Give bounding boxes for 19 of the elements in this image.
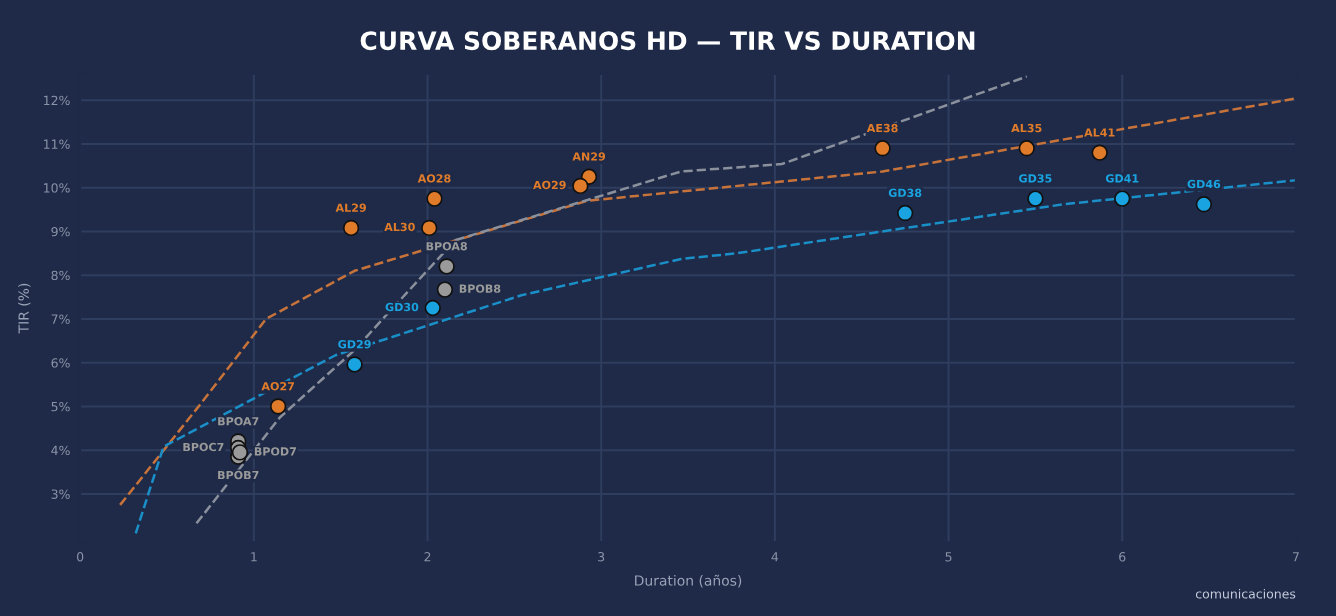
point: [896, 204, 914, 222]
point: [436, 281, 454, 298]
point: [874, 140, 891, 157]
point: [572, 177, 589, 195]
point: [421, 219, 438, 237]
point: [424, 299, 441, 317]
point: [426, 190, 443, 207]
point: [1091, 144, 1108, 161]
line-series: [118, 97, 1298, 507]
point: [342, 219, 360, 237]
point: [1195, 196, 1213, 213]
point: [1018, 140, 1035, 157]
point: [269, 398, 287, 415]
line-series: [134, 178, 1298, 535]
point: [346, 356, 363, 373]
point: [1114, 190, 1131, 207]
point: [1027, 190, 1044, 207]
point: [438, 258, 455, 275]
chart-title: CURVA SOBERANOS HD — TIR VS DURATION: [360, 31, 975, 51]
